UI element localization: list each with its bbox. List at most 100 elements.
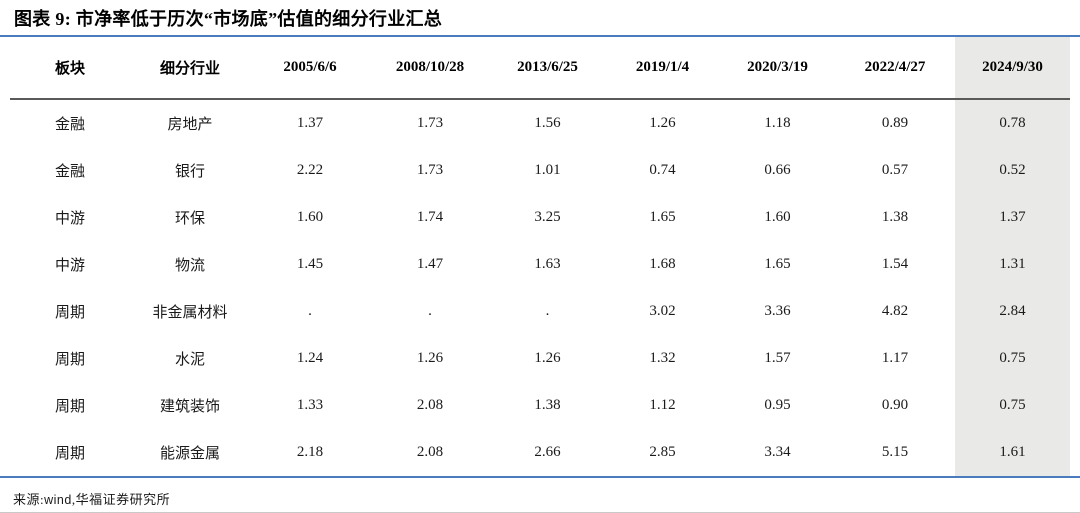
- valuation-table-container: 板块 细分行业 2005/6/6 2008/10/28 2013/6/25 2019/1/…: [10, 37, 1070, 476]
- column-header: 2005/6/6: [250, 37, 370, 100]
- value-cell: 1.32: [649, 350, 676, 366]
- value-cell: 1.18: [764, 115, 791, 131]
- column-header: 2020/3/19: [720, 37, 835, 100]
- value-cell: 2.84: [955, 288, 1070, 335]
- value-cell: 0.66: [764, 162, 791, 178]
- column-header: 2008/10/28: [370, 37, 490, 100]
- industry-cell: 环保: [174, 211, 205, 227]
- industry-cell: 银行: [174, 164, 205, 180]
- value-cell: .: [545, 303, 550, 319]
- value-cell: 2.85: [649, 444, 676, 460]
- value-cell: 3.25: [534, 209, 561, 225]
- value-cell: 1.73: [416, 162, 444, 178]
- table-row: 金融 银行 2.22 1.73 1.01 0.74 0.66 0.57 0.52: [10, 147, 1070, 194]
- value-cell: 1.12: [649, 397, 676, 413]
- value-cell: 2.08: [416, 397, 444, 413]
- value-cell: 1.73: [416, 115, 444, 131]
- source-name-wind: wind: [44, 493, 72, 507]
- footer-source: 来源:wind,华福证券研究所: [0, 478, 1080, 508]
- board-cell: 周期: [54, 446, 85, 462]
- value-cell: 2.18: [296, 444, 324, 460]
- source-name-rest: ,华福证券研究所: [71, 492, 171, 507]
- value-cell: 0.78: [955, 99, 1070, 147]
- value-cell: 0.95: [764, 397, 791, 413]
- value-cell: 1.33: [296, 397, 324, 413]
- industry-cell: 水泥: [174, 352, 205, 368]
- table-row: 周期 水泥 1.24 1.26 1.26 1.32 1.57 1.17 0.75: [10, 335, 1070, 382]
- column-header: 细分行业: [130, 37, 250, 100]
- source-label: 来源:: [13, 492, 45, 507]
- value-cell: 2.08: [416, 444, 444, 460]
- value-cell: 3.02: [649, 303, 676, 319]
- value-cell: 0.75: [955, 382, 1070, 429]
- table-row: 中游 环保 1.60 1.74 3.25 1.65 1.60 1.38 1.37: [10, 194, 1070, 241]
- value-cell: 1.65: [649, 209, 676, 225]
- board-cell: 中游: [54, 211, 85, 227]
- table-header: 板块 细分行业 2005/6/6 2008/10/28 2013/6/25 2019/1/…: [10, 37, 1070, 100]
- board-cell: 周期: [54, 305, 85, 321]
- value-cell: 0.89: [881, 115, 909, 131]
- table-row: 金融 房地产 1.37 1.73 1.56 1.26 1.18 0.89 0.78: [10, 99, 1070, 147]
- value-cell: 0.90: [881, 397, 909, 413]
- value-cell: 1.54: [881, 256, 909, 272]
- industry-cell: 非金属材料: [152, 305, 228, 321]
- value-cell: 1.63: [534, 256, 561, 272]
- value-cell: 0.57: [881, 162, 909, 178]
- value-cell: 0.74: [649, 162, 676, 178]
- value-cell: 2.22: [296, 162, 324, 178]
- industry-cell: 能源金属: [159, 446, 220, 462]
- valuation-table: 板块 细分行业 2005/6/6 2008/10/28 2013/6/25 2019/1/…: [10, 37, 1070, 476]
- value-cell: 1.47: [416, 256, 444, 272]
- board-cell: 周期: [54, 352, 85, 368]
- board-cell: 中游: [54, 258, 85, 274]
- table-bottom-rule: [0, 476, 1080, 478]
- board-cell: 周期: [54, 399, 85, 415]
- page-title: 图表 9: 市净率低于历次“市场底”估值的细分行业汇总: [14, 9, 443, 29]
- value-cell: 1.68: [649, 256, 676, 272]
- value-cell: 1.26: [534, 350, 561, 366]
- value-cell: 1.01: [534, 162, 561, 178]
- board-cell: 金融: [54, 117, 85, 133]
- value-cell: .: [308, 303, 312, 319]
- value-cell: 3.34: [764, 444, 791, 460]
- board-cell: 金融: [54, 164, 85, 180]
- value-cell: 1.26: [416, 350, 444, 366]
- value-cell: .: [428, 303, 432, 319]
- value-cell: 1.24: [296, 350, 324, 366]
- value-cell: 1.17: [881, 350, 909, 366]
- value-cell: 1.37: [296, 115, 324, 131]
- column-header: 板块: [10, 37, 130, 100]
- table-row: 周期 能源金属 2.18 2.08 2.66 2.85 3.34 5.15 1.61: [10, 429, 1070, 476]
- value-cell: 1.38: [534, 397, 561, 413]
- column-header: 2019/1/4: [605, 37, 720, 100]
- value-cell: 1.57: [764, 350, 791, 366]
- value-cell: 1.45: [296, 256, 324, 272]
- value-cell: 0.52: [955, 147, 1070, 194]
- table-row: 中游 物流 1.45 1.47 1.63 1.68 1.65 1.54 1.31: [10, 241, 1070, 288]
- value-cell: 1.26: [649, 115, 676, 131]
- industry-cell: 房地产: [167, 117, 213, 133]
- column-header: 2022/4/27: [835, 37, 955, 100]
- value-cell: 1.60: [296, 209, 324, 225]
- title-underline: [0, 35, 1080, 37]
- value-cell: 5.15: [881, 444, 909, 460]
- value-cell: 3.36: [764, 303, 791, 319]
- column-header: 2013/6/25: [490, 37, 605, 100]
- industry-cell: 物流: [174, 258, 205, 274]
- value-cell: 1.31: [955, 241, 1070, 288]
- table-row: 周期 非金属材料... 3.02 3.36 4.82 2.84: [10, 288, 1070, 335]
- column-header: 2024/9/30: [955, 37, 1070, 100]
- value-cell: 1.74: [416, 209, 444, 225]
- industry-cell: 建筑装饰: [159, 399, 220, 415]
- value-cell: 1.60: [764, 209, 791, 225]
- value-cell: 1.38: [881, 209, 909, 225]
- value-cell: 1.37: [955, 194, 1070, 241]
- value-cell: 1.61: [955, 429, 1070, 476]
- value-cell: 2.66: [534, 444, 561, 460]
- value-cell: 4.82: [881, 303, 909, 319]
- value-cell: 1.56: [534, 115, 561, 131]
- value-cell: 1.65: [764, 256, 791, 272]
- value-cell: 0.75: [955, 335, 1070, 382]
- table-row: 周期 建筑装饰 1.33 2.08 1.38 1.12 0.95 0.90 0.75: [10, 382, 1070, 429]
